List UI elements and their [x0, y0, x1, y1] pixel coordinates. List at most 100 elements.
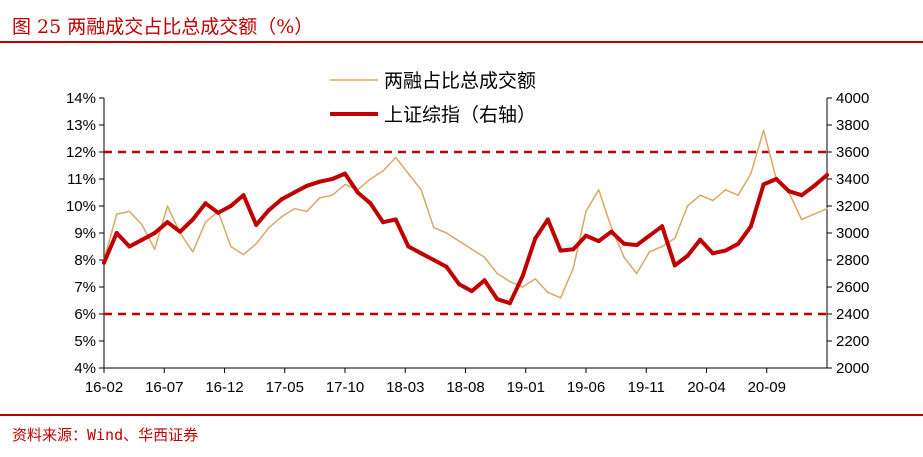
left-tick-label: 10%: [66, 198, 96, 215]
right-tick-label: 2800: [836, 252, 869, 269]
shanghai-index-point: [444, 264, 449, 269]
margin-ratio-point: [483, 256, 486, 259]
shanghai-index-point: [545, 217, 550, 222]
left-tick-label: 6%: [74, 306, 96, 323]
shanghai-index-point: [457, 282, 462, 287]
right-tick-label: 2000: [836, 360, 869, 377]
x-tick-label: 16-07: [145, 379, 183, 396]
right-tick-label: 2400: [836, 306, 869, 323]
margin-ratio-point: [255, 243, 257, 245]
margin-ratio-point: [610, 226, 613, 229]
x-tick-label: 17-10: [326, 379, 364, 396]
figure-title: 图 25 两融成交占比总成交额（%）: [12, 16, 314, 38]
left-axis-ticks: 4% 5% 6% 7% 8% 9% 10% 11% 12% 13% 14%: [66, 90, 104, 377]
margin-ratio-point: [204, 221, 207, 223]
margin-ratio-point: [635, 272, 638, 275]
margin-ratio-point: [115, 213, 118, 215]
right-tick-label: 2200: [836, 333, 869, 350]
margin-ratio-point: [230, 245, 232, 248]
shanghai-index-point: [723, 248, 728, 253]
margin-ratio-point: [800, 218, 803, 221]
right-tick-label: 3000: [836, 225, 869, 242]
footer-rule: [0, 414, 923, 416]
shanghai-index-point: [140, 237, 145, 242]
right-axis-ticks: 2000 2200 2400 2600 2800 3000 3200 3400 3600 3800…: [827, 90, 869, 377]
margin-ratio-point: [559, 297, 562, 299]
margin-ratio-point: [648, 251, 651, 253]
shanghai-index-point: [736, 241, 741, 246]
margin-ratio-line: [103, 129, 828, 299]
shanghai-index-point: [304, 183, 309, 188]
margin-ratio-point: [331, 194, 334, 196]
shanghai-index-point: [330, 177, 335, 181]
left-tick-label: 12%: [66, 144, 96, 161]
shanghai-index-point: [698, 237, 703, 242]
right-tick-label: 3600: [836, 144, 869, 161]
margin-ratio-point: [813, 213, 816, 215]
margin-ratio-point: [509, 280, 511, 283]
right-tick-label: 4000: [836, 90, 869, 107]
margin-ratio-point: [242, 253, 245, 256]
x-tick-label: 20-04: [687, 379, 725, 396]
shanghai-index-point: [203, 201, 208, 206]
margin-ratio-point: [128, 210, 131, 213]
x-tick-label: 19-01: [507, 379, 545, 396]
margin-ratio-point: [344, 183, 346, 186]
margin-ratio-point: [674, 237, 676, 240]
left-tick-label: 14%: [66, 90, 96, 107]
source-note: 资料来源：Wind、华西证券: [12, 426, 199, 444]
margin-ratio-point: [458, 240, 460, 242]
shanghai-index-point: [152, 231, 157, 235]
shanghai-index-point: [799, 193, 804, 198]
right-tick-label: 2600: [836, 279, 869, 296]
shanghai-index-point: [634, 243, 639, 248]
margin-ratio-point: [318, 197, 321, 199]
right-tick-label: 3800: [836, 117, 869, 134]
shanghai-index-point: [495, 297, 500, 302]
shanghai-index-point: [114, 231, 119, 235]
margin-ratio-point: [826, 207, 828, 210]
shanghai-index-point: [127, 244, 132, 249]
shanghai-index-point: [317, 179, 322, 184]
margin-ratio-point: [547, 291, 549, 294]
x-tick-label: 18-03: [386, 379, 424, 396]
shanghai-index-point: [761, 182, 766, 187]
shanghai-index-point: [584, 233, 588, 238]
margin-ratio-point: [369, 178, 372, 180]
margin-ratio-point: [686, 205, 689, 207]
shanghai-index-point: [533, 236, 538, 241]
margin-ratio-point: [268, 226, 270, 229]
shanghai-index-point: [786, 189, 791, 194]
shanghai-index-point: [685, 253, 690, 258]
left-tick-label: 11%: [67, 171, 96, 188]
margin-ratio-point: [166, 205, 169, 207]
shanghai-index-point: [469, 289, 474, 294]
shanghai-index-point: [381, 220, 386, 225]
shanghai-index-point: [102, 260, 106, 265]
margin-ratio-point: [737, 194, 739, 196]
margin-ratio-point: [153, 248, 156, 250]
left-tick-label: 13%: [66, 117, 96, 134]
margin-ratio-point: [597, 189, 600, 191]
shanghai-index-point: [558, 248, 563, 253]
shanghai-index-point: [710, 251, 715, 256]
series-margin-ratio: [103, 129, 828, 299]
margin-ratio-point: [534, 278, 537, 280]
margin-ratio-point: [394, 156, 397, 159]
margin-ratio-point: [141, 224, 143, 226]
shanghai-index-point: [178, 229, 183, 234]
margin-ratio-point: [572, 267, 575, 269]
shanghai-index-point: [190, 217, 195, 222]
shanghai-index-point: [609, 229, 614, 234]
left-tick-label: 4%: [74, 360, 96, 377]
shanghai-index-point: [343, 171, 347, 176]
header-rule: [0, 41, 923, 43]
margin-ratio-point: [192, 251, 194, 253]
shanghai-index-point: [393, 217, 398, 222]
left-tick-label: 7%: [74, 279, 96, 296]
margin-ratio-point: [496, 272, 498, 275]
shanghai-index-point: [216, 210, 221, 215]
shanghai-index-point: [406, 244, 411, 249]
shanghai-index-point: [571, 247, 576, 252]
shanghai-index-point: [660, 224, 665, 229]
